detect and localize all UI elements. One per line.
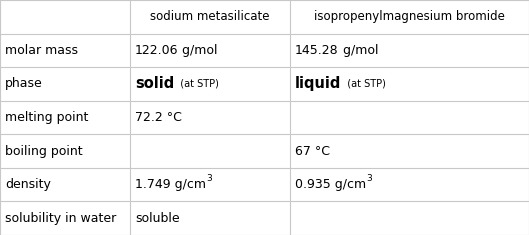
- Text: soluble: soluble: [135, 212, 180, 225]
- Text: molar mass: molar mass: [5, 44, 78, 57]
- Text: g/mol: g/mol: [178, 44, 218, 57]
- Text: 145.28: 145.28: [295, 44, 339, 57]
- Text: melting point: melting point: [5, 111, 88, 124]
- Text: density: density: [5, 178, 51, 191]
- Text: phase: phase: [5, 77, 43, 90]
- Text: 1.749 g/cm: 1.749 g/cm: [135, 178, 206, 191]
- Text: 122.06: 122.06: [135, 44, 178, 57]
- Text: 72.2 °C: 72.2 °C: [135, 111, 182, 124]
- Text: isopropenylmagnesium bromide: isopropenylmagnesium bromide: [314, 10, 505, 23]
- Text: boiling point: boiling point: [5, 145, 83, 158]
- Text: 3: 3: [366, 174, 372, 183]
- Text: 67 °C: 67 °C: [295, 145, 330, 158]
- Text: (at STP): (at STP): [341, 79, 386, 89]
- Text: 0.935 g/cm: 0.935 g/cm: [295, 178, 366, 191]
- Text: 3: 3: [206, 174, 212, 183]
- Text: solubility in water: solubility in water: [5, 212, 116, 225]
- Text: sodium metasilicate: sodium metasilicate: [150, 10, 270, 23]
- Text: g/mol: g/mol: [339, 44, 378, 57]
- Text: solid: solid: [135, 76, 174, 91]
- Text: liquid: liquid: [295, 76, 341, 91]
- Text: (at STP): (at STP): [174, 79, 219, 89]
